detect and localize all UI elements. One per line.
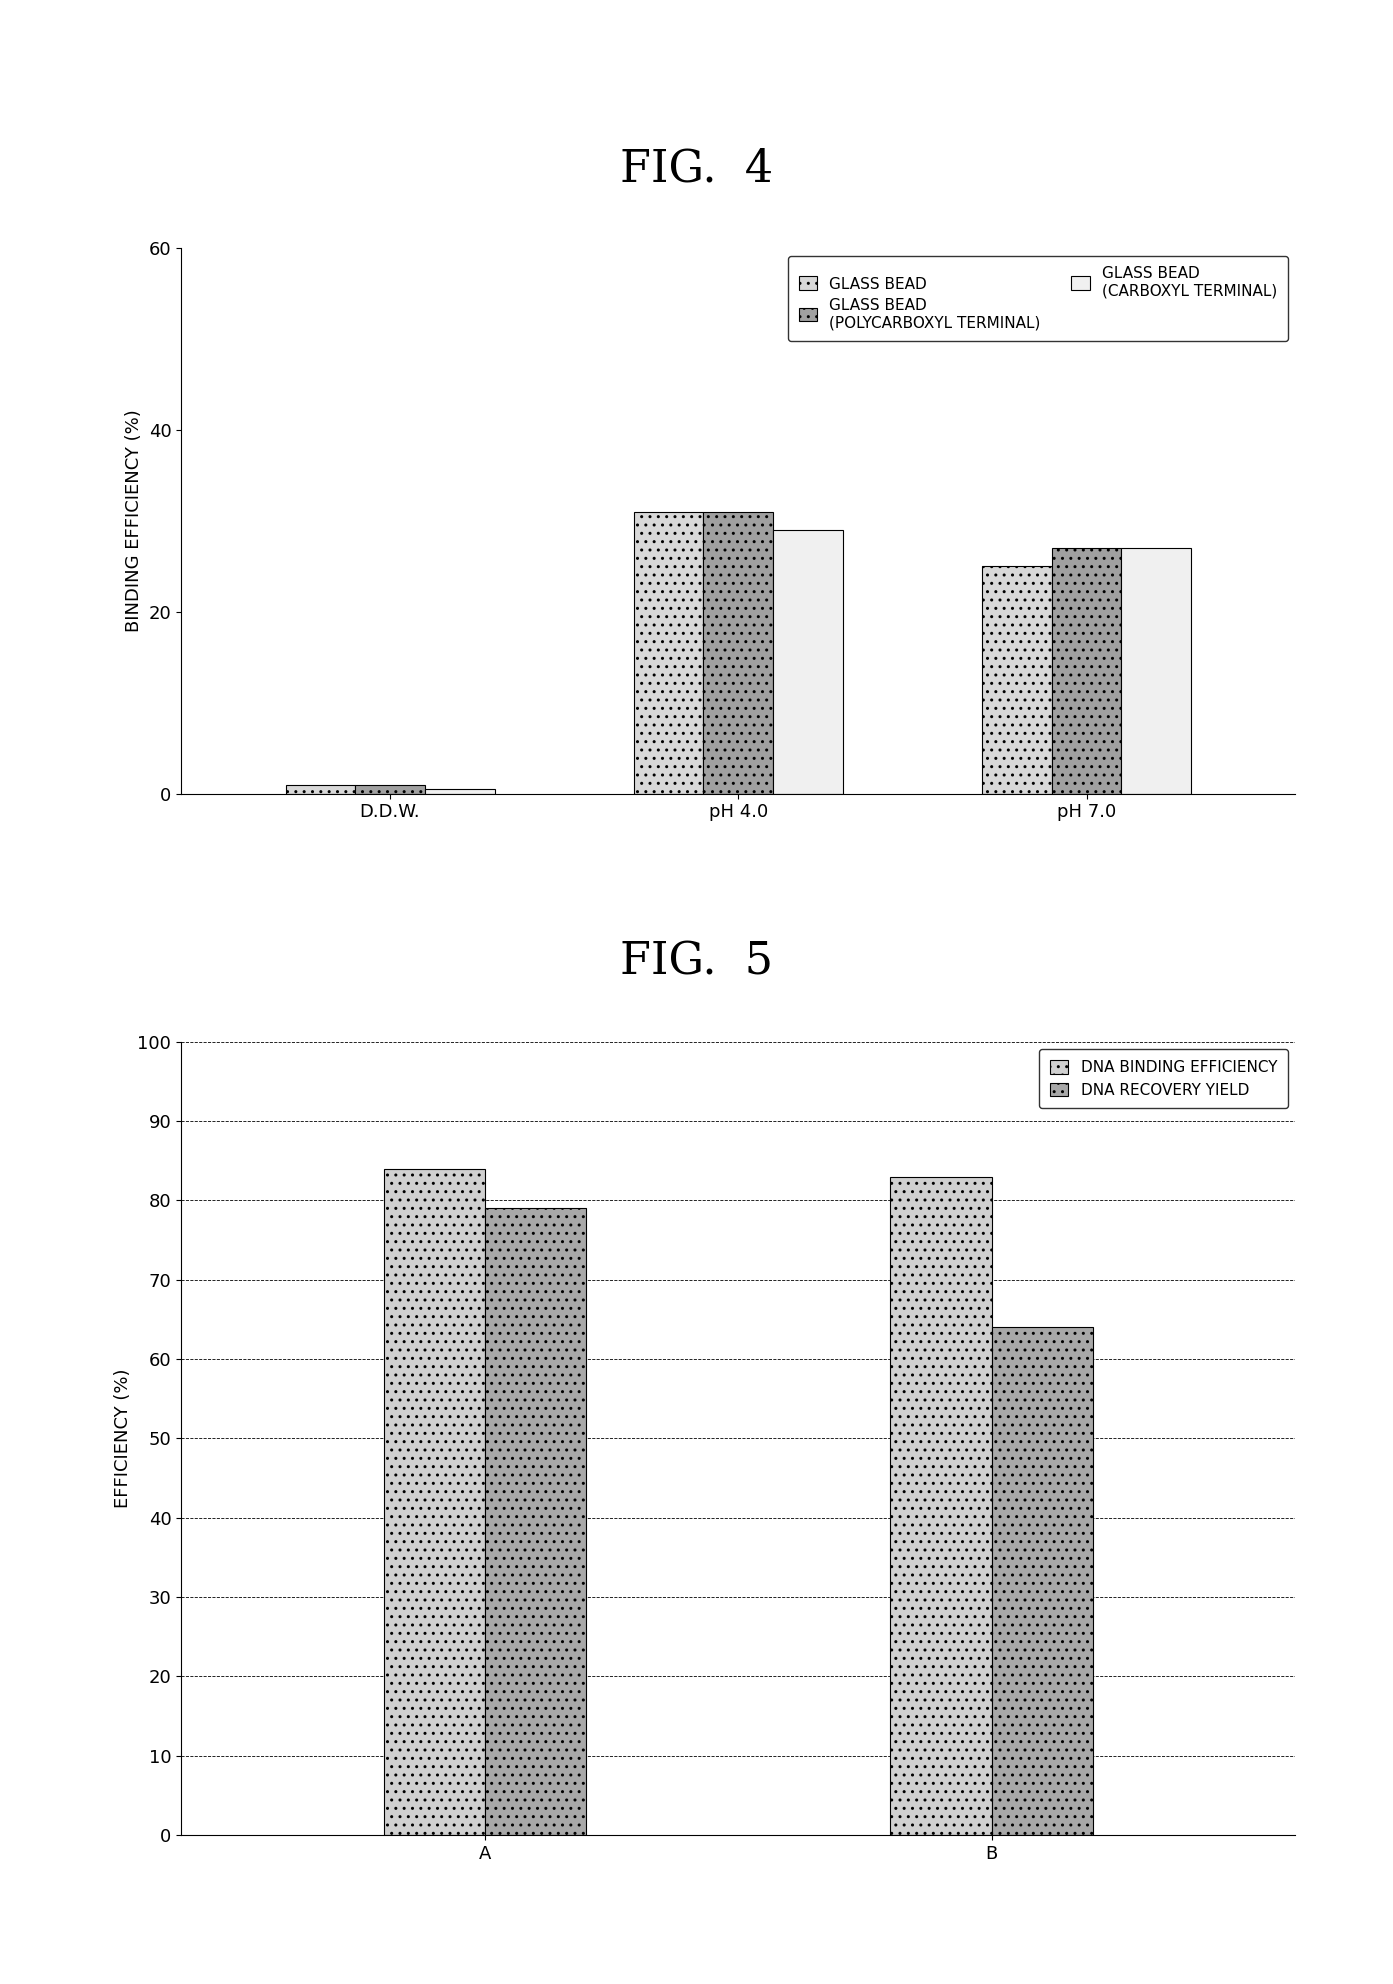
Bar: [992, 1327, 1094, 1835]
Y-axis label: BINDING EFFICIENCY (%): BINDING EFFICIENCY (%): [125, 409, 143, 633]
Bar: [383, 1169, 485, 1835]
Bar: [634, 512, 703, 794]
Legend: DNA BINDING EFFICIENCY, DNA RECOVERY YIELD: DNA BINDING EFFICIENCY, DNA RECOVERY YIE…: [1039, 1050, 1289, 1109]
Bar: [890, 1177, 992, 1835]
Bar: [982, 565, 1052, 794]
Bar: [1052, 548, 1121, 794]
Y-axis label: EFFICIENCY (%): EFFICIENCY (%): [114, 1369, 132, 1508]
Text: FIG.  4: FIG. 4: [620, 147, 773, 190]
Bar: [355, 784, 425, 794]
Bar: [286, 784, 355, 794]
Bar: [703, 512, 773, 794]
Legend: GLASS BEAD, GLASS BEAD
(POLYCARBOXYL TERMINAL), GLASS BEAD
(CARBOXYL TERMINAL): GLASS BEAD, GLASS BEAD (POLYCARBOXYL TER…: [788, 256, 1289, 341]
Bar: [485, 1208, 586, 1835]
Bar: [425, 790, 495, 794]
Text: FIG.  5: FIG. 5: [620, 940, 773, 984]
Bar: [773, 530, 843, 794]
Bar: [1121, 548, 1191, 794]
